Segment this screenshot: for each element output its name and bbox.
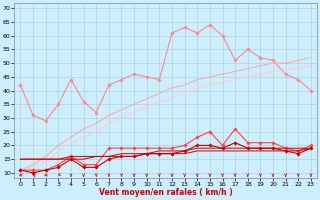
X-axis label: Vent moyen/en rafales ( km/h ): Vent moyen/en rafales ( km/h ) bbox=[99, 188, 233, 197]
